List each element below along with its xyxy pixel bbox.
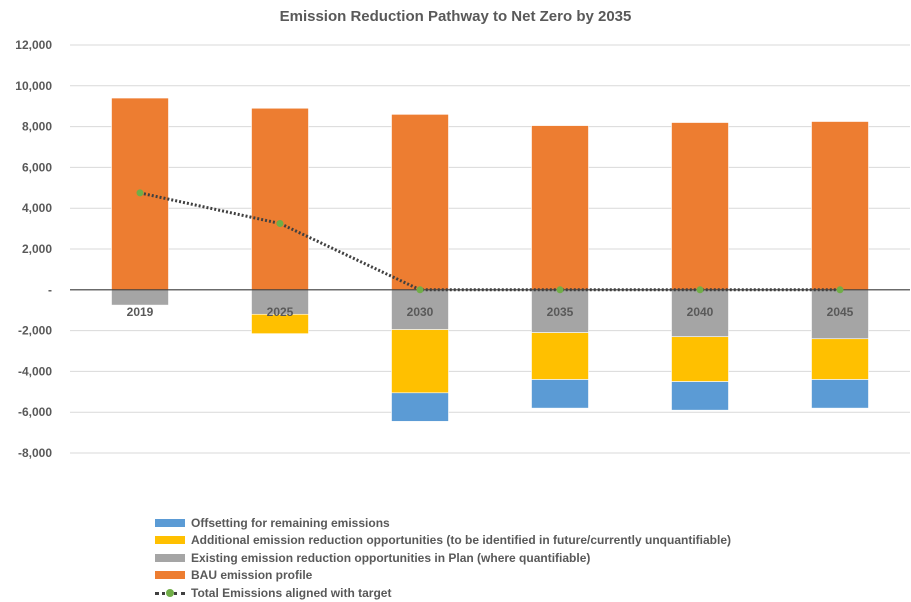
legend-label-offsetting: Offsetting for remaining emissions: [191, 515, 390, 530]
legend-swatch-offsetting: [155, 518, 185, 527]
bar-segment: [251, 313, 309, 334]
legend: Offsetting for remaining emissions Addit…: [155, 514, 731, 602]
bar-segment: [811, 338, 869, 380]
y-tick-label: 12,000: [15, 38, 52, 52]
legend-swatch-bau: [155, 571, 185, 580]
legend-item-bau: BAU emission profile: [155, 567, 731, 585]
bar-segment: [531, 332, 589, 380]
target-marker: [136, 189, 144, 197]
bar-segment: [531, 379, 589, 409]
x-tick-label: 2019: [127, 305, 154, 319]
bar-segment: [671, 336, 729, 382]
bar-segment: [111, 289, 169, 306]
bar-segment: [671, 122, 729, 291]
y-tick-label: -6,000: [18, 405, 52, 419]
y-tick-label: -2,000: [18, 324, 52, 338]
legend-item-existing: Existing emission reduction opportunitie…: [155, 549, 731, 567]
bar-segment: [671, 381, 729, 411]
bar-segment: [391, 114, 449, 291]
y-tick-label: -: [48, 283, 52, 297]
y-tick-label: 4,000: [22, 201, 52, 215]
y-tick-label: 8,000: [22, 120, 52, 134]
legend-label-additional: Additional emission reduction opportunit…: [191, 533, 732, 548]
y-tick-label: 10,000: [15, 79, 52, 93]
legend-swatch-existing: [155, 553, 185, 562]
x-tick-label: 2030: [407, 305, 434, 319]
x-tick-label: 2045: [827, 305, 854, 319]
legend-label-existing: Existing emission reduction opportunitie…: [191, 550, 591, 565]
legend-label-bau: BAU emission profile: [191, 568, 313, 583]
bar-segment: [391, 329, 449, 394]
legend-item-total: Total Emissions aligned with target: [155, 584, 731, 602]
y-tick-label: -4,000: [18, 364, 52, 378]
target-marker: [416, 286, 424, 294]
x-tick-label: 2035: [547, 305, 574, 319]
y-tick-label: 2,000: [22, 242, 52, 256]
target-marker: [556, 286, 564, 294]
legend-item-offsetting: Offsetting for remaining emissions: [155, 514, 731, 532]
bar-segment: [531, 289, 589, 333]
legend-swatch-additional: [155, 536, 185, 545]
target-marker: [836, 286, 844, 294]
legend-label-total: Total Emissions aligned with target: [191, 585, 392, 600]
bar-segment: [391, 289, 449, 330]
legend-item-additional: Additional emission reduction opportunit…: [155, 532, 731, 550]
bar-segment: [811, 289, 869, 340]
bar-segment: [811, 121, 869, 291]
bar-segment: [671, 289, 729, 338]
target-marker: [276, 220, 284, 227]
y-tick-label: 6,000: [22, 160, 52, 174]
bar-segment: [251, 289, 309, 315]
bar-segment: [811, 379, 869, 409]
x-tick-label: 2040: [687, 305, 714, 319]
chart-title: Emission Reduction Pathway to Net Zero b…: [279, 8, 632, 25]
bar-segment: [391, 392, 449, 422]
bar-segment: [531, 125, 589, 291]
legend-swatch-total: [155, 588, 185, 597]
target-marker: [696, 286, 704, 294]
target-line: [139, 191, 840, 292]
x-tick-label: 2025: [267, 305, 294, 319]
bar-segment: [251, 107, 309, 291]
y-tick-label: -8,000: [18, 446, 52, 460]
